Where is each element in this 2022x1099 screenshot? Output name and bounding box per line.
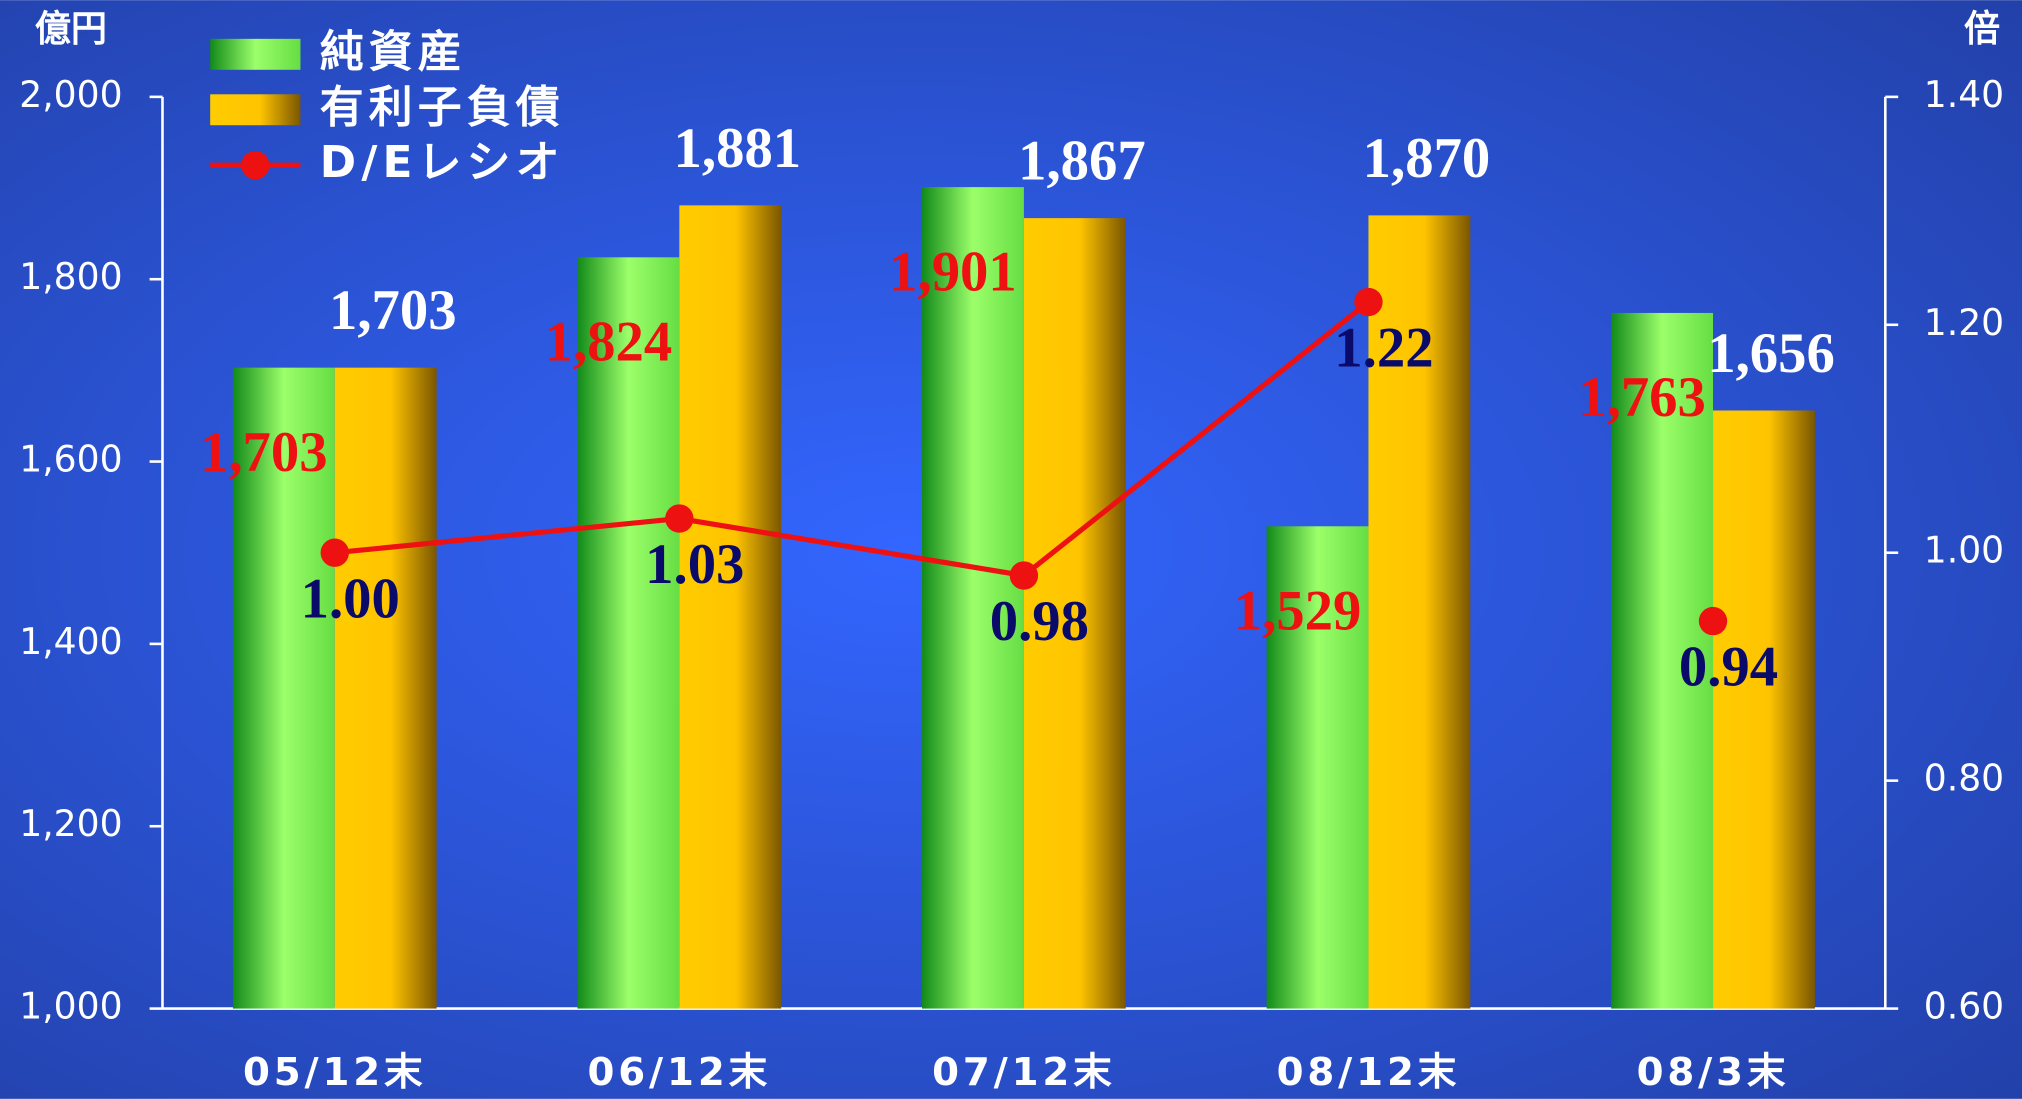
line-point — [1698, 606, 1728, 636]
y-tick-label: 1,600 — [19, 438, 122, 481]
line-point — [665, 504, 694, 533]
legend-swatch — [210, 38, 301, 70]
bar — [1368, 215, 1471, 1009]
y2-tick-label: 1.20 — [1924, 301, 2004, 344]
y-unit: 億円 — [35, 7, 107, 50]
data-label: 1,901 — [889, 240, 1017, 303]
data-label: 1.22 — [1334, 317, 1433, 380]
bar — [1023, 218, 1126, 1009]
y2-tick-label: 1.40 — [1924, 73, 2004, 116]
line-segment — [334, 515, 680, 556]
legend-label: 有利子負債 — [320, 82, 565, 133]
y2-tick-label: 0.80 — [1924, 757, 2004, 800]
data-label: 0.94 — [1679, 636, 1778, 699]
bar — [334, 367, 437, 1009]
y2-tick-label: 1.00 — [1924, 529, 2004, 572]
data-label: 1,824 — [545, 311, 673, 374]
legend-marker — [241, 151, 270, 180]
line-segment — [1022, 299, 1371, 578]
bar — [679, 205, 782, 1009]
data-label: 1.03 — [645, 533, 744, 596]
legend-label: 純資産 — [320, 26, 467, 77]
x-tick-label: 07/12末 — [932, 1050, 1116, 1095]
line-segment — [678, 515, 1025, 579]
data-label: 1,703 — [329, 279, 457, 342]
line-point — [1354, 287, 1383, 317]
legend-label: D/Eレシオ — [320, 137, 565, 188]
y-tick-label: 2,000 — [19, 73, 122, 116]
line-point — [320, 538, 349, 567]
data-label: 1,867 — [1018, 130, 1146, 193]
data-label: 1,763 — [1578, 366, 1706, 429]
data-label: 1.00 — [301, 567, 400, 630]
data-label: 1,656 — [1707, 322, 1835, 385]
x-tick-label: 08/3末 — [1637, 1050, 1790, 1095]
data-label: 1,529 — [1234, 580, 1362, 643]
bar — [1266, 526, 1369, 1009]
bar — [922, 187, 1024, 1009]
y-tick-label: 1,000 — [19, 985, 122, 1028]
y-tick-label: 1,200 — [19, 802, 122, 845]
data-label: 1,870 — [1363, 127, 1491, 190]
bar — [1713, 410, 1815, 1009]
legend-swatch — [210, 94, 301, 126]
y2-tick-label: 0.60 — [1924, 985, 2004, 1028]
data-label: 1,881 — [674, 117, 802, 180]
y2-unit: 倍 — [1964, 7, 2000, 50]
x-tick-label: 05/12末 — [243, 1050, 427, 1095]
line-point — [1009, 561, 1039, 590]
bar — [232, 367, 335, 1009]
bar — [1611, 312, 1714, 1009]
x-tick-label: 06/12末 — [588, 1050, 772, 1095]
data-label: 1,703 — [200, 421, 328, 484]
y-tick-label: 1,400 — [19, 620, 122, 663]
data-label: 0.98 — [990, 590, 1089, 653]
bar — [577, 257, 680, 1009]
y-tick-label: 1,800 — [19, 255, 122, 298]
x-tick-label: 08/12末 — [1277, 1050, 1461, 1095]
